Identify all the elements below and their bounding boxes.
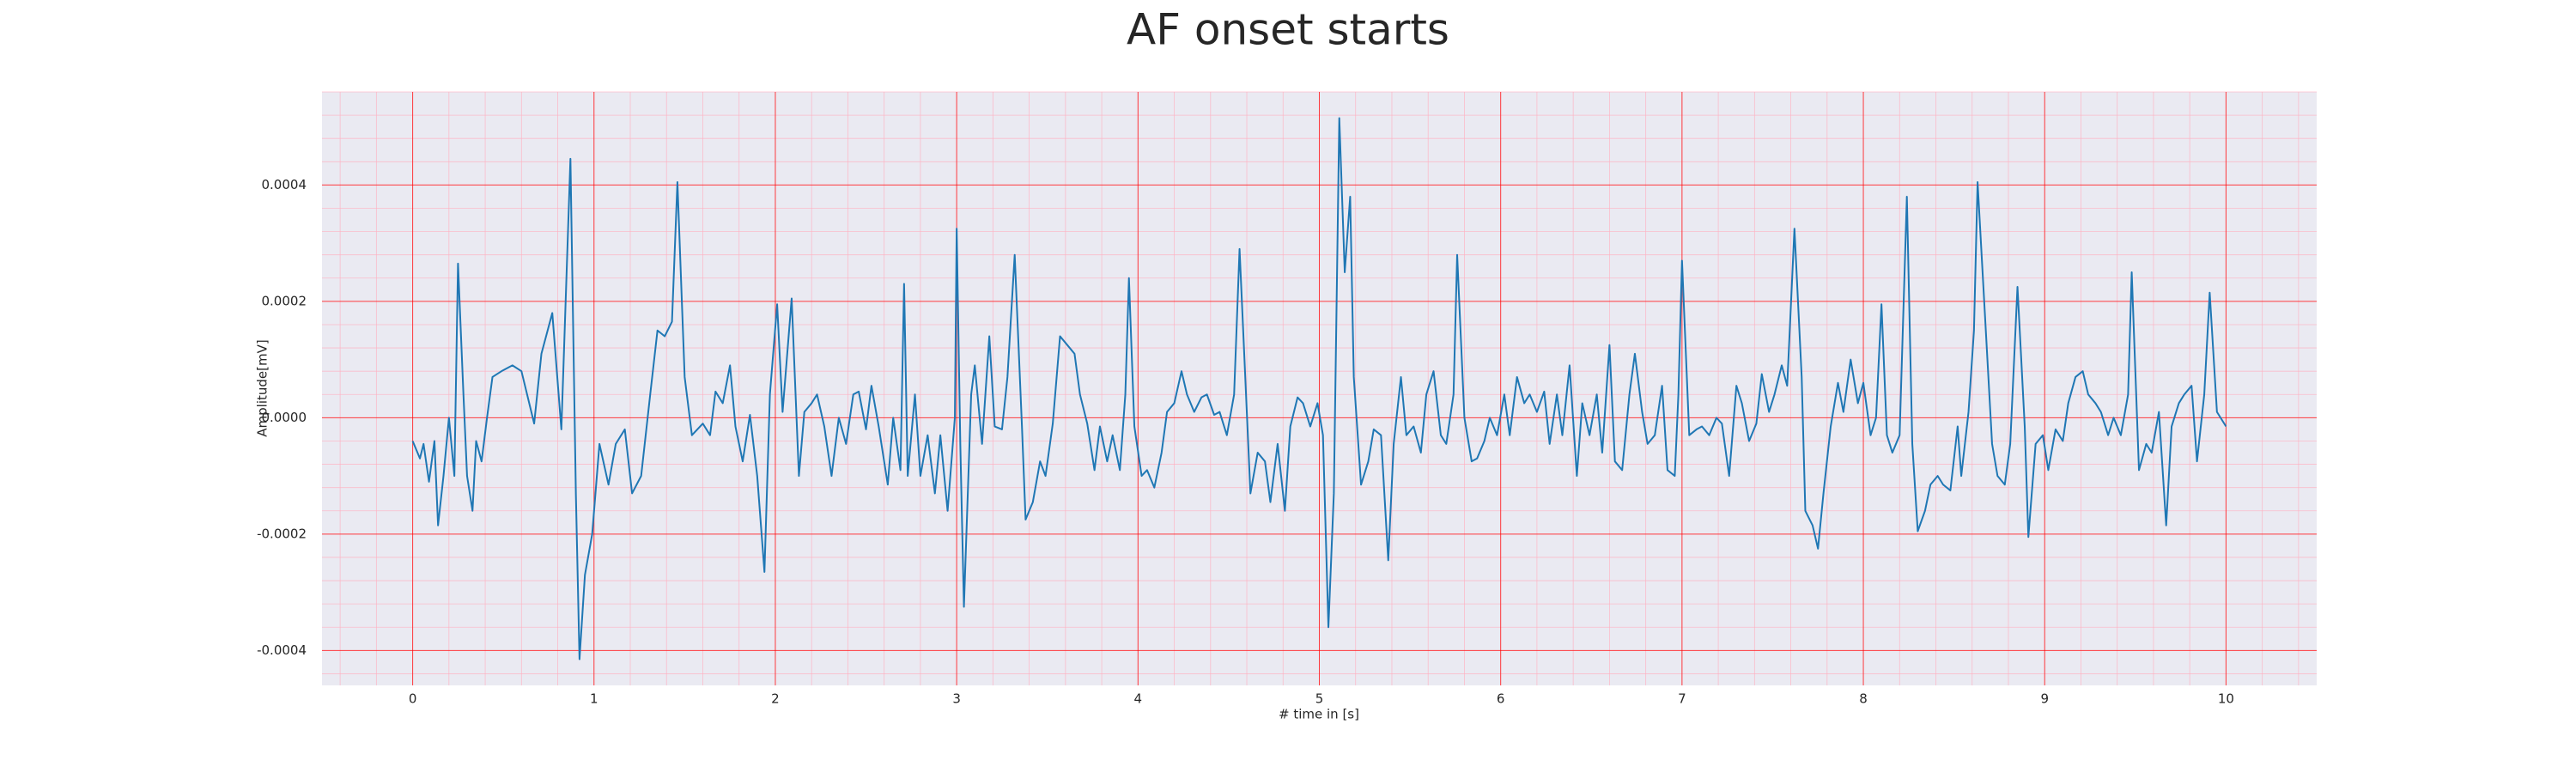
x-tick-label: 3 (952, 691, 961, 707)
y-tick-label: 0.0002 (262, 293, 307, 308)
x-tick-label: 9 (2040, 691, 2049, 707)
x-tick-label: 1 (590, 691, 598, 707)
x-axis-label: # time in [s] (1279, 707, 1359, 722)
x-tick-label: 0 (409, 691, 417, 707)
chart-title: AF onset starts (1127, 5, 1449, 55)
x-tick-label: 5 (1315, 691, 1324, 707)
y-tick-label: -0.0002 (257, 526, 307, 541)
x-tick-label: 8 (1859, 691, 1868, 707)
x-tick-label: 2 (771, 691, 780, 707)
x-tick-label: 6 (1497, 691, 1505, 707)
x-tick-label: 10 (2218, 691, 2234, 707)
x-tick-label: 4 (1134, 691, 1143, 707)
x-tick-label: 7 (1678, 691, 1686, 707)
y-axis-label: Amplitude[mV] (255, 339, 270, 436)
y-tick-label: 0.0004 (262, 177, 307, 192)
y-tick-label: 0.0000 (262, 410, 307, 425)
signal-line (411, 117, 2227, 660)
y-tick-label: -0.0004 (257, 642, 307, 658)
